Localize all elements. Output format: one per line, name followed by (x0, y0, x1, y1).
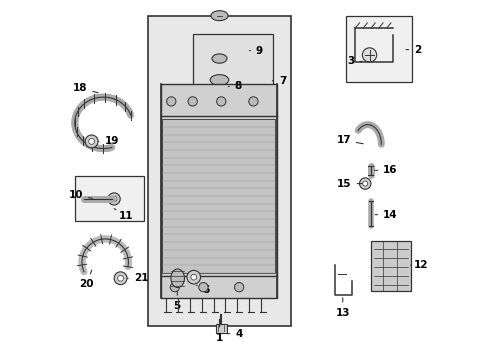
Text: 16: 16 (374, 165, 397, 175)
Text: 13: 13 (335, 298, 349, 318)
Circle shape (111, 196, 117, 202)
Text: 3: 3 (346, 57, 362, 66)
Circle shape (186, 270, 200, 284)
Text: 19: 19 (94, 136, 119, 147)
Circle shape (188, 97, 197, 106)
Bar (162, 119, 274, 273)
Circle shape (114, 272, 127, 285)
Ellipse shape (212, 54, 226, 63)
Circle shape (362, 48, 376, 62)
Text: 14: 14 (374, 210, 397, 220)
Bar (215, 324, 226, 333)
Text: 18: 18 (73, 83, 98, 93)
Text: 11: 11 (114, 208, 133, 221)
Bar (75, 176, 144, 221)
Circle shape (166, 97, 176, 106)
Circle shape (248, 97, 258, 106)
Circle shape (234, 283, 244, 292)
Text: 1: 1 (215, 319, 223, 342)
Circle shape (216, 97, 225, 106)
Text: 15: 15 (337, 179, 362, 189)
Circle shape (85, 135, 98, 148)
Text: 9: 9 (249, 46, 263, 56)
Bar (160, 84, 276, 298)
Ellipse shape (210, 75, 228, 85)
Circle shape (118, 275, 123, 281)
Text: 17: 17 (336, 135, 363, 145)
Text: 2: 2 (405, 45, 421, 55)
Bar (148, 16, 290, 327)
Text: 5: 5 (173, 290, 180, 311)
Text: 12: 12 (410, 260, 428, 270)
Ellipse shape (171, 269, 184, 288)
Circle shape (170, 283, 179, 292)
Circle shape (190, 274, 196, 280)
Circle shape (362, 181, 367, 186)
Text: 7: 7 (272, 76, 285, 86)
Text: 4: 4 (226, 329, 242, 339)
Circle shape (359, 178, 370, 189)
Circle shape (88, 139, 94, 144)
Circle shape (108, 193, 120, 205)
Text: 20: 20 (79, 270, 94, 289)
Text: 8: 8 (228, 81, 242, 91)
Text: 10: 10 (68, 190, 92, 200)
Ellipse shape (210, 11, 227, 21)
Text: 6: 6 (196, 285, 209, 295)
Bar (192, 33, 272, 111)
Text: 21: 21 (123, 273, 148, 283)
Bar (370, 241, 410, 291)
Circle shape (198, 283, 207, 292)
Bar (346, 16, 411, 82)
